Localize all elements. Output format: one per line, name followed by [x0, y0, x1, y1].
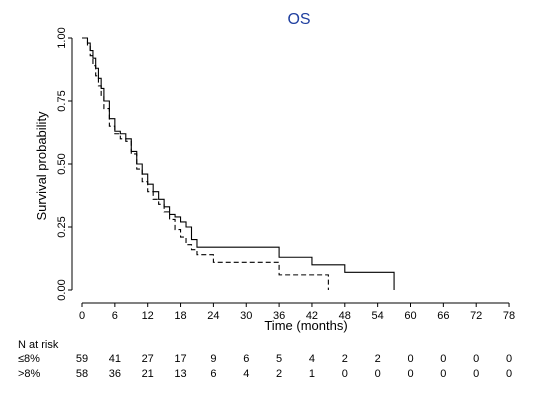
- survival-curve-gt8: [82, 37, 329, 290]
- x-tick-label: 30: [240, 310, 252, 322]
- risk-table-cell: 13: [174, 368, 186, 380]
- risk-table-cell: 21: [142, 368, 154, 380]
- survival-curve-le8: [82, 37, 395, 290]
- risk-table-cell: 58: [76, 368, 88, 380]
- x-tick-label: 18: [174, 310, 186, 322]
- risk-table-cell: 0: [473, 353, 479, 365]
- risk-table-cell: 1: [309, 368, 315, 380]
- risk-row-label-0: ≤8%: [18, 353, 40, 365]
- risk-table-cell: 6: [243, 353, 249, 365]
- y-tick-label: 0.50: [56, 153, 68, 174]
- risk-table-title: N at risk: [18, 339, 59, 351]
- x-tick-label: 54: [372, 310, 384, 322]
- risk-table-cell: 59: [76, 353, 88, 365]
- x-tick-label: 72: [470, 310, 482, 322]
- y-tick-label: 0.25: [56, 216, 68, 237]
- risk-table-cell: 0: [440, 353, 446, 365]
- x-tick-label: 12: [142, 310, 154, 322]
- risk-table-cell: 36: [109, 368, 121, 380]
- risk-table-cell: 2: [276, 368, 282, 380]
- risk-table-cell: 6: [210, 368, 216, 380]
- risk-table-cell: 5: [276, 353, 282, 365]
- risk-table-cell: 0: [342, 368, 348, 380]
- x-tick-label: 24: [207, 310, 219, 322]
- risk-table-cell: 2: [342, 353, 348, 365]
- risk-table-cell: 2: [375, 353, 381, 365]
- y-axis-label: Survival probability: [34, 111, 49, 221]
- x-tick-label: 0: [79, 310, 85, 322]
- risk-table-cell: 41: [109, 353, 121, 365]
- x-tick-label: 36: [273, 310, 285, 322]
- y-tick-label: 0.00: [56, 279, 68, 300]
- x-tick-label: 66: [437, 310, 449, 322]
- x-axis-label: Time (months): [264, 318, 347, 333]
- x-tick-label: 6: [112, 310, 118, 322]
- risk-table-cell: 0: [407, 353, 413, 365]
- risk-table-cell: 0: [407, 368, 413, 380]
- risk-table-cell: 4: [309, 353, 315, 365]
- risk-table-cell: 0: [506, 353, 512, 365]
- y-tick-label: 0.75: [56, 90, 68, 111]
- risk-table-cell: 17: [174, 353, 186, 365]
- x-tick-label: 42: [306, 310, 318, 322]
- risk-table-cell: 0: [440, 368, 446, 380]
- x-tick-label: 78: [503, 310, 515, 322]
- x-tick-label: 60: [404, 310, 416, 322]
- risk-row-label-1: >8%: [18, 368, 41, 380]
- risk-table-cell: 0: [506, 368, 512, 380]
- x-tick-label: 48: [339, 310, 351, 322]
- y-tick-label: 1.00: [56, 27, 68, 48]
- risk-table-cell: 4: [243, 368, 249, 380]
- risk-table-cell: 27: [142, 353, 154, 365]
- risk-table-cell: 9: [210, 353, 216, 365]
- chart-title: OS: [287, 11, 310, 28]
- risk-table-cell: 0: [375, 368, 381, 380]
- risk-table-cell: 0: [473, 368, 479, 380]
